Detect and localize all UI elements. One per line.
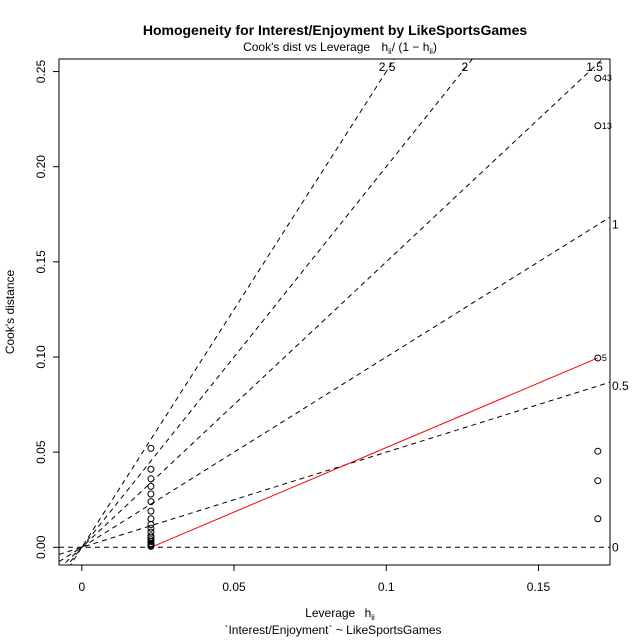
data-point xyxy=(594,74,602,82)
x-axis-label: Leverage hii xyxy=(305,606,375,622)
data-point xyxy=(147,515,155,523)
smooth-line xyxy=(150,357,599,548)
data-point xyxy=(147,482,155,490)
data-points: 43 13 5 xyxy=(147,73,612,550)
data-point xyxy=(147,542,155,550)
x-tick-label: 0.1 xyxy=(378,580,395,594)
contour-label-2.5: 2.5 xyxy=(379,60,396,74)
contour-label-1.5: 1.5 xyxy=(586,60,603,74)
data-point xyxy=(594,354,602,362)
smooth-line-segment xyxy=(150,357,599,548)
x-tick-label: 0.05 xyxy=(222,580,246,594)
x-axis-label-formula: `Interest/Enjoyment` ~ LikeSportsGames xyxy=(224,623,441,637)
x-axis-label-text: Leverage xyxy=(305,606,355,620)
contour-label-2: 2 xyxy=(462,60,469,74)
data-point xyxy=(147,498,155,506)
contour-line-1.5 xyxy=(62,59,604,565)
chart-subtitle-text: Cook's dist vs Leverage xyxy=(243,40,370,54)
x-tick-label: 0 xyxy=(78,580,85,594)
data-point xyxy=(594,122,602,130)
data-point xyxy=(147,475,155,483)
contour-labels: 0 0.5 1 1.5 2 2.5 xyxy=(379,60,629,554)
contour-line-1 xyxy=(59,216,610,562)
data-point xyxy=(147,444,155,452)
data-point xyxy=(147,520,155,528)
contour-line-2 xyxy=(67,59,474,565)
plot-box xyxy=(58,58,611,566)
data-point xyxy=(147,465,155,473)
cook-contours xyxy=(59,59,610,565)
y-tick-label: 0.10 xyxy=(34,345,48,369)
contour-label-0.5: 0.5 xyxy=(612,379,629,393)
x-axis-label-h: h xyxy=(365,606,372,620)
y-tick-label: 0.05 xyxy=(34,440,48,464)
point-label: 13 xyxy=(602,121,612,131)
contour-label-1: 1 xyxy=(612,218,619,232)
y-axis: 0.00 0.05 0.10 0.15 0.20 0.25 xyxy=(34,60,59,559)
x-tick-label: 0.15 xyxy=(527,580,551,594)
contour-line-0.5 xyxy=(59,381,610,555)
point-label: 43 xyxy=(602,73,612,83)
y-tick-label: 0.00 xyxy=(34,535,48,559)
x-axis-label-sub: ii xyxy=(371,613,375,622)
data-point xyxy=(594,515,602,523)
contour-label-0: 0 xyxy=(612,540,619,554)
data-point xyxy=(594,447,602,455)
chart-subtitle-formula-sub2: ii xyxy=(429,47,433,56)
y-tick-label: 0.20 xyxy=(34,155,48,179)
data-point xyxy=(147,524,155,532)
data-point xyxy=(147,538,155,546)
chart-subtitle: Cook's dist vs Leverage hii/ (1 − hii) xyxy=(243,40,437,56)
contour-line-2.5 xyxy=(69,59,395,565)
data-point xyxy=(594,477,602,485)
y-tick-label: 0.15 xyxy=(34,250,48,274)
chart-subtitle-formula-h: h xyxy=(381,40,388,54)
x-axis: 0 0.05 0.1 0.15 xyxy=(78,564,551,594)
data-point xyxy=(147,507,155,515)
data-point xyxy=(147,490,155,498)
y-tick-label: 0.25 xyxy=(34,60,48,84)
chart-subtitle-formula-close: ) xyxy=(433,40,437,54)
chart-subtitle-formula-rest: / (1 − h xyxy=(392,40,430,54)
chart-title: Homogeneity for Interest/Enjoyment by Li… xyxy=(143,22,528,38)
chart-subtitle-formula-sub: ii xyxy=(388,47,392,56)
point-label: 5 xyxy=(602,353,607,363)
y-axis-label: Cook's distance xyxy=(3,270,17,355)
